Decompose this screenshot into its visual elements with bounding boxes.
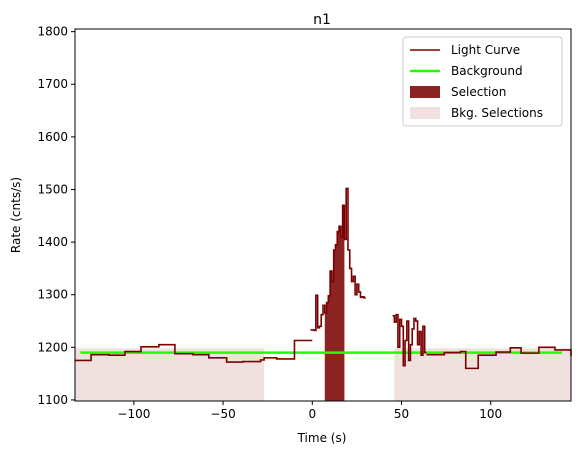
y-tick-label: 1700 bbox=[37, 77, 68, 91]
x-tick-label: −100 bbox=[117, 407, 150, 421]
y-tick-label: 1200 bbox=[37, 340, 68, 354]
light-curve-series bbox=[75, 339, 313, 363]
legend-label: Bkg. Selections bbox=[451, 106, 543, 120]
plot-frame bbox=[74, 28, 572, 402]
chart-title: n1 bbox=[313, 12, 331, 28]
y-tick-label: 1500 bbox=[37, 182, 68, 196]
x-tick-label: 0 bbox=[308, 407, 316, 421]
legend-label: Selection bbox=[451, 85, 506, 99]
legend-label: Light Curve bbox=[451, 43, 520, 57]
bkg-selection-region bbox=[75, 348, 265, 401]
y-axis-label: Rate (cnts/s) bbox=[9, 177, 23, 253]
y-tick-label: 1400 bbox=[37, 235, 68, 249]
legend-box bbox=[402, 36, 563, 127]
y-tick-label: 1800 bbox=[37, 25, 68, 39]
light-curve-series bbox=[426, 346, 572, 370]
x-tick-label: 100 bbox=[479, 407, 502, 421]
x-tick-label: 50 bbox=[394, 407, 409, 421]
legend-swatch bbox=[410, 107, 440, 119]
y-tick-label: 1300 bbox=[37, 288, 68, 302]
legend-label: Background bbox=[451, 64, 523, 78]
legend: Light Curve Background Selection Bkg. Selec… bbox=[402, 36, 563, 127]
x-tick-label: −50 bbox=[210, 407, 235, 421]
legend-swatch bbox=[410, 86, 440, 98]
x-ticks: −100 −50 0 50 100 bbox=[117, 401, 502, 421]
light-curve-layer bbox=[75, 187, 572, 370]
y-tick-label: 1600 bbox=[37, 130, 68, 144]
light-curve-series bbox=[392, 313, 427, 367]
y-ticks: 1100 1200 1300 1400 1500 1600 1700 1800 bbox=[37, 25, 75, 407]
light-curve-series bbox=[310, 187, 366, 332]
bkg-selection-layer bbox=[75, 348, 571, 401]
x-axis-label: Time (s) bbox=[297, 431, 347, 445]
bkg-selection-region bbox=[394, 348, 571, 401]
y-tick-label: 1100 bbox=[37, 393, 68, 407]
